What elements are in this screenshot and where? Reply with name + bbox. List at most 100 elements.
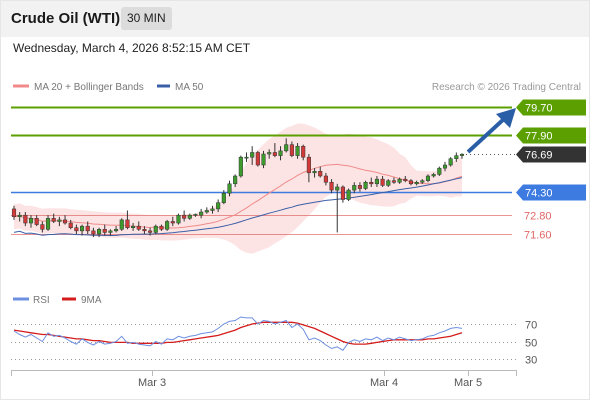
ma50-line bbox=[13, 177, 463, 237]
candle-body bbox=[233, 175, 238, 185]
candle-body bbox=[142, 229, 147, 232]
candle bbox=[62, 215, 68, 225]
candle bbox=[199, 208, 204, 219]
level-label-76.69: 76.69 bbox=[525, 150, 553, 162]
candle bbox=[391, 177, 396, 184]
candle-body bbox=[57, 219, 62, 222]
candle bbox=[11, 205, 17, 220]
candle bbox=[329, 179, 334, 194]
candle-body bbox=[329, 182, 334, 191]
candle-body bbox=[380, 178, 385, 186]
candle bbox=[357, 182, 362, 192]
rsi-panel: 70 50 30 bbox=[11, 316, 537, 367]
candle-body bbox=[352, 185, 357, 191]
candle-body bbox=[306, 156, 311, 174]
candle bbox=[131, 223, 136, 231]
candle-body bbox=[318, 171, 323, 177]
candle bbox=[17, 212, 22, 222]
candle-body bbox=[391, 180, 396, 183]
candle bbox=[403, 175, 408, 183]
x-tick-label: Mar 3 bbox=[138, 377, 166, 389]
legend-ma20: MA 20 + Bollinger Bands bbox=[34, 82, 144, 93]
candle-body bbox=[97, 229, 102, 235]
candle bbox=[323, 172, 328, 186]
level-tag-79.70 bbox=[516, 99, 586, 116]
candle-body bbox=[102, 229, 107, 233]
candle bbox=[153, 224, 158, 234]
level-tag-74.30 bbox=[516, 184, 586, 201]
candle bbox=[68, 219, 73, 230]
timeframe-badge[interactable]: 30 MIN bbox=[121, 7, 172, 30]
candle-body bbox=[335, 186, 340, 191]
candle-body bbox=[148, 230, 153, 233]
candle bbox=[97, 227, 102, 238]
ma20-line bbox=[13, 163, 463, 229]
candle-body bbox=[108, 230, 113, 233]
candle-body bbox=[23, 214, 28, 224]
candle bbox=[85, 221, 90, 234]
candle-body bbox=[199, 211, 204, 216]
moving-averages bbox=[13, 163, 463, 237]
candle bbox=[346, 188, 351, 202]
candle-body bbox=[289, 144, 294, 156]
candle-body bbox=[80, 225, 85, 232]
credit-label: Research © 2026 Trading Central bbox=[432, 82, 581, 93]
header-bar bbox=[0, 0, 590, 37]
candle bbox=[238, 155, 243, 178]
rsi-9ma-line bbox=[13, 321, 463, 345]
level-label-77.90: 77.90 bbox=[525, 131, 553, 143]
candle-body bbox=[386, 180, 391, 186]
legend-9ma: 9MA bbox=[81, 295, 102, 306]
candle-body bbox=[340, 186, 345, 200]
datetime-label: Wednesday, March 4, 2026 8:52:15 AM CET bbox=[13, 41, 251, 55]
candle-body bbox=[272, 152, 277, 156]
candle-body bbox=[448, 158, 453, 166]
candle bbox=[74, 224, 79, 234]
candle bbox=[255, 150, 260, 167]
candle bbox=[28, 215, 34, 228]
candle bbox=[114, 226, 119, 233]
candle-body bbox=[459, 153, 465, 156]
candle-body bbox=[210, 208, 215, 211]
candle-body bbox=[114, 229, 119, 232]
legend-rsi: RSI bbox=[33, 295, 50, 306]
x-tick-label: Mar 4 bbox=[370, 377, 398, 389]
candle bbox=[148, 227, 153, 236]
candle-body bbox=[363, 182, 368, 189]
candle bbox=[176, 213, 181, 225]
candle-body bbox=[261, 153, 266, 166]
candle-body bbox=[204, 210, 209, 213]
candle bbox=[45, 215, 51, 231]
x-tick-label: Mar 5 bbox=[454, 377, 482, 389]
candle bbox=[267, 149, 272, 159]
candle-body bbox=[159, 225, 164, 230]
candle-body bbox=[45, 218, 51, 230]
rsi-tick-label: 30 bbox=[525, 355, 537, 367]
candle-body bbox=[176, 214, 181, 224]
candle-body bbox=[431, 174, 436, 177]
candle-body bbox=[403, 178, 408, 181]
instrument-title: Crude Oil (WTI) bbox=[11, 10, 121, 27]
candle-body bbox=[442, 164, 448, 169]
candle bbox=[210, 205, 215, 214]
candle bbox=[442, 161, 448, 172]
candle bbox=[318, 166, 323, 178]
candle bbox=[448, 157, 453, 167]
candle-body bbox=[131, 225, 136, 228]
candle bbox=[408, 179, 414, 186]
candle-body bbox=[357, 185, 362, 189]
candle-body bbox=[437, 167, 442, 175]
candle bbox=[363, 180, 368, 191]
candle-body bbox=[238, 156, 243, 177]
candle bbox=[34, 215, 39, 227]
candle-body bbox=[119, 219, 124, 230]
candle-body bbox=[227, 183, 232, 194]
candle bbox=[352, 182, 357, 194]
candle-body bbox=[408, 180, 414, 185]
legend-ma50: MA 50 bbox=[175, 82, 204, 93]
level-label-72.80: 72.80 bbox=[524, 211, 552, 223]
candle-body bbox=[250, 152, 255, 158]
candle bbox=[57, 216, 62, 227]
candle-body bbox=[182, 214, 187, 219]
